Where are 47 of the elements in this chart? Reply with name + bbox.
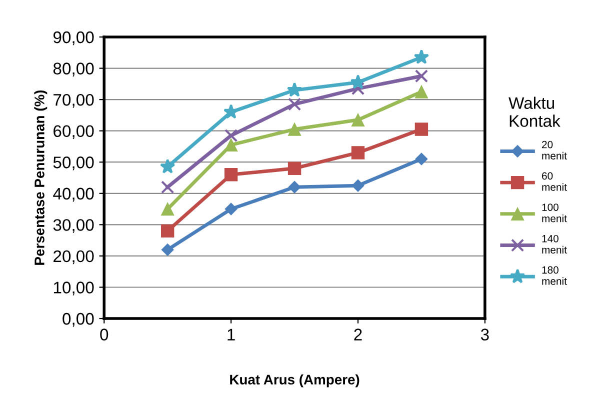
point bbox=[288, 162, 302, 175]
point bbox=[224, 202, 238, 216]
point bbox=[414, 49, 430, 64]
legend-label: 100 menit bbox=[542, 204, 567, 222]
legend-title: Waktu Kontak bbox=[508, 96, 560, 127]
point bbox=[160, 202, 174, 216]
y-tick-label: 20,00 bbox=[54, 250, 94, 264]
y-tick-label: 10,00 bbox=[54, 282, 94, 296]
point bbox=[160, 158, 176, 174]
point bbox=[351, 146, 365, 160]
x-tick-label: 3 bbox=[480, 328, 489, 340]
x-tick-label: 1 bbox=[228, 328, 235, 340]
point bbox=[286, 82, 302, 97]
y-tick-label: 90,00 bbox=[53, 31, 94, 46]
legend-label: 20 menit bbox=[542, 140, 567, 160]
point bbox=[224, 168, 238, 182]
point bbox=[414, 69, 428, 83]
legend-label: 140 menit bbox=[542, 234, 567, 254]
point bbox=[224, 128, 238, 142]
point bbox=[223, 104, 239, 119]
y-tick-label: 60,00 bbox=[54, 125, 94, 140]
y-axis-title: Persentase Penurunan (%) bbox=[34, 90, 48, 265]
point bbox=[352, 179, 364, 192]
y-tick-label: 40,00 bbox=[53, 188, 94, 202]
point bbox=[288, 98, 302, 111]
y-tick-label: 70,00 bbox=[54, 94, 94, 108]
point bbox=[415, 152, 428, 166]
legend-label: 60 menit bbox=[542, 172, 567, 191]
x-tick-label: 0 bbox=[100, 328, 108, 340]
y-tick-label: 30,00 bbox=[53, 219, 94, 233]
point bbox=[224, 138, 238, 152]
point bbox=[288, 122, 302, 136]
point bbox=[351, 113, 365, 126]
x-axis-title: Kuat Arus (Ampere) bbox=[230, 374, 360, 388]
point bbox=[414, 122, 428, 136]
point bbox=[350, 74, 366, 90]
point bbox=[414, 85, 428, 98]
y-tick-label: 0,00 bbox=[62, 312, 94, 327]
point bbox=[288, 180, 301, 194]
point bbox=[160, 224, 174, 238]
point bbox=[351, 82, 365, 96]
x-tick-label: 2 bbox=[354, 328, 362, 340]
y-tick-label: 50,00 bbox=[53, 156, 94, 170]
point bbox=[161, 243, 174, 256]
y-tick-label: 80,00 bbox=[53, 62, 94, 76]
legend-label: 180 menit bbox=[542, 266, 567, 285]
point bbox=[160, 180, 174, 194]
